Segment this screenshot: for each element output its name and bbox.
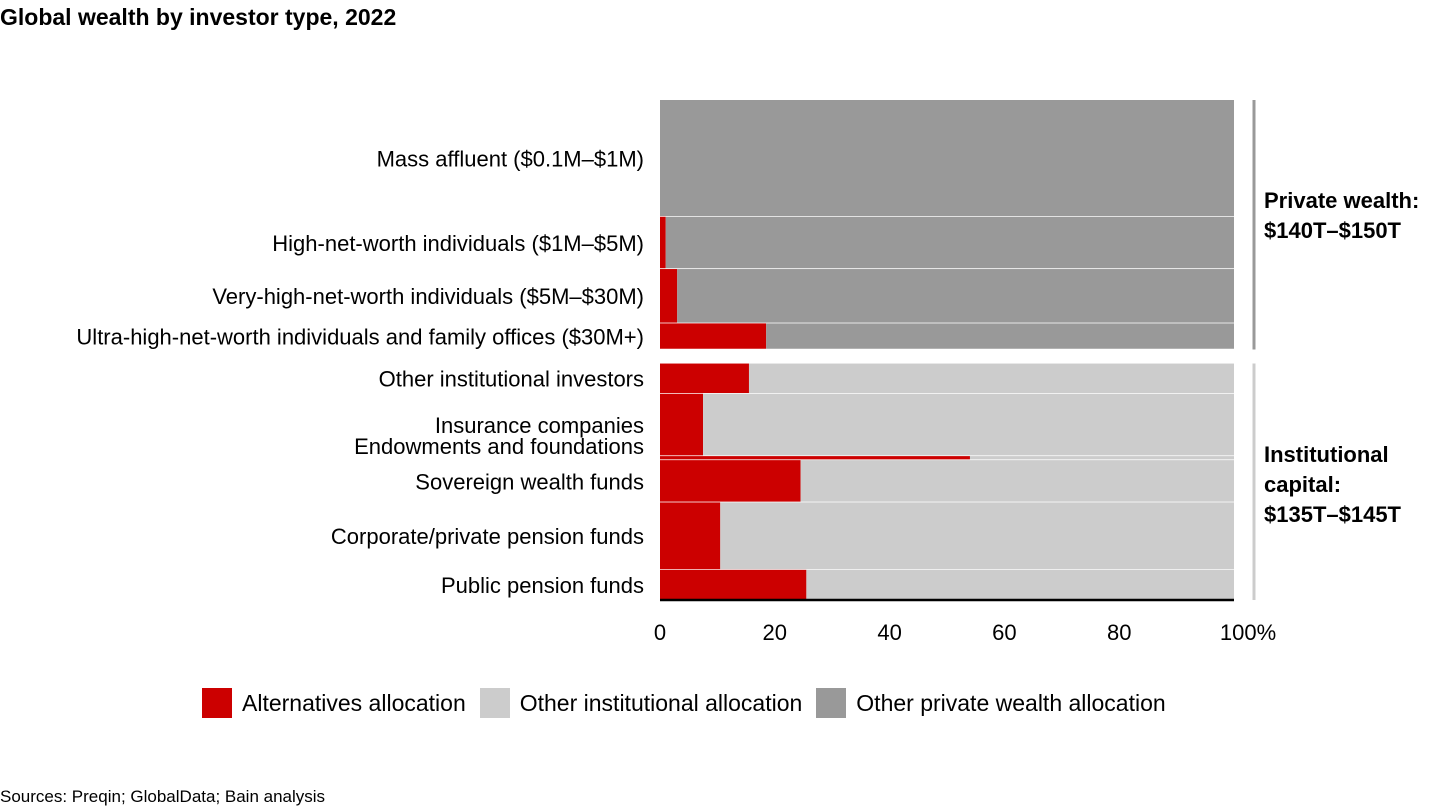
- group-label-line: $140T–$150T: [1264, 218, 1401, 243]
- category-label: Endowments and foundations: [354, 434, 644, 459]
- bar-segment: [660, 100, 1234, 217]
- category-label: High-net-worth individuals ($1M–$5M): [272, 231, 644, 256]
- category-label: Ultra-high-net-worth individuals and fam…: [76, 324, 644, 349]
- bar-segment: [720, 502, 1234, 570]
- bar-segment: [660, 323, 767, 350]
- bar-segment: [660, 393, 704, 457]
- bar-segment: [806, 569, 1234, 600]
- bar-segment: [660, 460, 801, 503]
- group-label-line: $135T–$145T: [1264, 502, 1401, 527]
- group-label-line: Private wealth:: [1264, 188, 1420, 213]
- legend-swatch-alternatives: [202, 688, 232, 718]
- bar-segment: [665, 216, 1234, 270]
- bar-segment: [969, 456, 1234, 461]
- x-tick-label: 80: [1107, 620, 1131, 645]
- x-tick-label: 20: [763, 620, 787, 645]
- bar-segment: [748, 363, 1234, 394]
- legend-label: Other private wealth allocation: [856, 689, 1166, 716]
- bar-segment: [766, 323, 1234, 350]
- x-tick-label: 40: [877, 620, 901, 645]
- legend-swatch-other-private: [816, 688, 847, 718]
- x-tick-label: 0: [654, 620, 666, 645]
- group-label-institutional-capital: Institutional capital: $135T–$145T: [1264, 440, 1401, 530]
- legend-label: Other institutional allocation: [519, 689, 803, 716]
- bar-segment: [660, 216, 666, 270]
- group-label-line: capital:: [1264, 472, 1342, 497]
- legend-swatch-other-institutional: [479, 688, 510, 718]
- x-tick-label: 60: [992, 620, 1016, 645]
- bar-segment: [660, 502, 721, 570]
- bar-segment: [660, 569, 807, 600]
- source-note: Sources: Preqin; GlobalData; Bain analys…: [0, 787, 326, 806]
- category-label: Corporate/private pension funds: [331, 524, 644, 549]
- category-label: Sovereign wealth funds: [415, 469, 644, 494]
- legend-label: Alternatives allocation: [242, 689, 466, 716]
- legend-item-other-private: Other private wealth allocation: [816, 688, 1166, 718]
- bar-segment: [800, 460, 1234, 503]
- legend-item-alternatives: Alternatives allocation: [202, 688, 466, 718]
- category-label: Mass affluent ($0.1M–$1M): [377, 146, 644, 171]
- group-label-line: Institutional: [1264, 442, 1389, 467]
- bar-segment: [703, 393, 1234, 457]
- category-label: Insurance companies: [435, 413, 644, 438]
- x-tick-label: 100%: [1220, 620, 1276, 645]
- legend-item-other-institutional: Other institutional allocation: [479, 688, 803, 718]
- category-label: Other institutional investors: [379, 367, 644, 392]
- chart-title: Global wealth by investor type, 2022: [0, 4, 397, 30]
- category-label: Public pension funds: [441, 573, 644, 598]
- group-label-private-wealth: Private wealth: $140T–$150T: [1264, 186, 1419, 246]
- bar-segment: [660, 269, 678, 324]
- mekko-chart: Mass affluent ($0.1M–$1M) High-net-worth …: [76, 100, 1276, 645]
- chart-legend: Alternatives allocation Other institutio…: [202, 688, 1180, 718]
- bar-segment: [677, 269, 1234, 324]
- category-label: Very-high-net-worth individuals ($5M–$30…: [212, 284, 644, 309]
- bar-segment: [660, 456, 970, 461]
- bar-segment: [660, 363, 749, 394]
